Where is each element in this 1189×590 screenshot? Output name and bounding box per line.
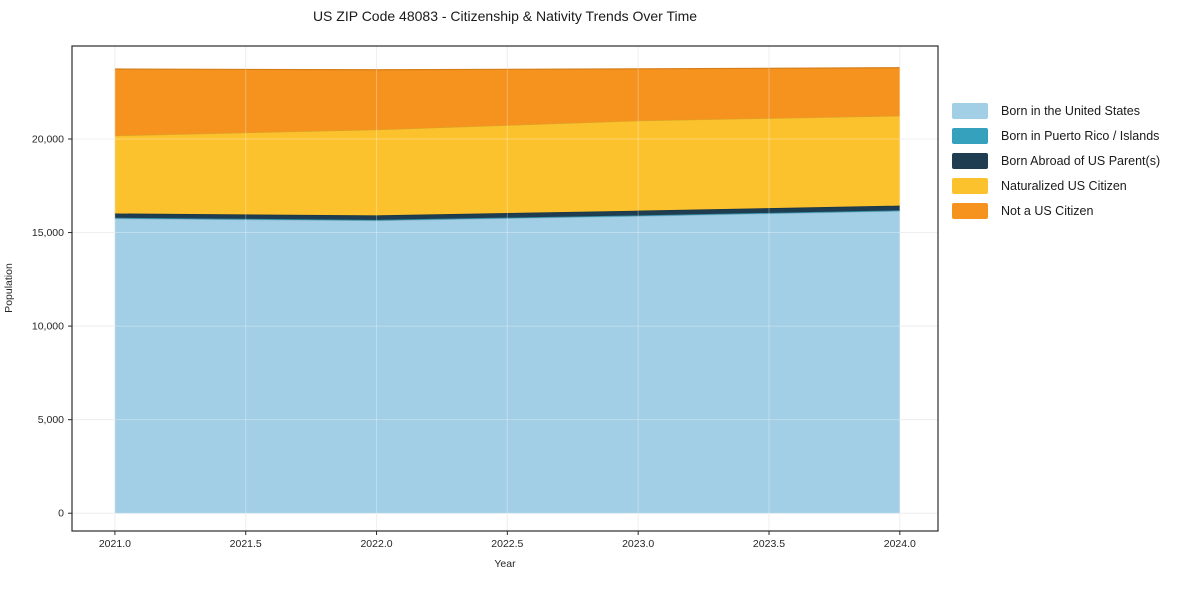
x-tick-label: 2024.0: [884, 538, 916, 550]
x-tick-label: 2023.0: [622, 538, 654, 550]
legend-item-born-in-puerto-rico-islands: Born in Puerto Rico / Islands: [952, 127, 1160, 144]
y-tick-label: 0: [58, 508, 64, 520]
x-tick-label: 2022.0: [360, 538, 392, 550]
y-tick-label: 10,000: [32, 321, 64, 333]
legend-swatch-icon: [952, 102, 988, 119]
y-tick-label: 5,000: [38, 414, 64, 426]
x-tick-label: 2022.5: [491, 538, 523, 550]
area-series-born-abroad-of-us-parent-s: [114, 205, 900, 220]
legend-item-not-a-us-citizen: Not a US Citizen: [952, 202, 1160, 219]
legend-item-born-abroad-of-us-parent-s: Born Abroad of US Parent(s): [952, 152, 1160, 169]
y-axis-label: Population: [3, 263, 15, 313]
legend-label: Born in the United States: [1001, 103, 1140, 118]
legend-label: Born in Puerto Rico / Islands: [1001, 128, 1160, 143]
legend-label: Naturalized US Citizen: [1001, 178, 1127, 193]
x-axis-label: Year: [494, 558, 516, 570]
legend-label: Not a US Citizen: [1001, 203, 1094, 218]
area-edge-not-a-us-citizen: [114, 67, 900, 71]
area-series-naturalized-us-citizen: [114, 115, 900, 216]
y-tick-label: 15,000: [32, 227, 64, 239]
legend: Born in the United States Born in Puerto …: [952, 102, 1160, 227]
legend-swatch-icon: [952, 152, 988, 169]
x-tick-label: 2021.5: [230, 538, 262, 550]
legend-item-born-in-the-united-states: Born in the United States: [952, 102, 1160, 119]
legend-swatch-icon: [952, 127, 988, 144]
legend-swatch-icon: [952, 177, 988, 194]
plot-frame: [71, 45, 939, 532]
x-tick-label: 2021.0: [99, 538, 131, 550]
legend-label: Born Abroad of US Parent(s): [1001, 153, 1161, 168]
y-tick-label: 20,000: [32, 133, 64, 145]
x-tick-label: 2023.5: [753, 538, 785, 550]
area-series-born-in-the-united-states: [114, 211, 900, 514]
legend-item-naturalized-us-citizen: Naturalized US Citizen: [952, 177, 1160, 194]
area-series-not-a-us-citizen: [114, 67, 900, 136]
legend-swatch-icon: [952, 202, 988, 219]
chart-title: US ZIP Code 48083 - Citizenship & Nativi…: [312, 8, 698, 24]
